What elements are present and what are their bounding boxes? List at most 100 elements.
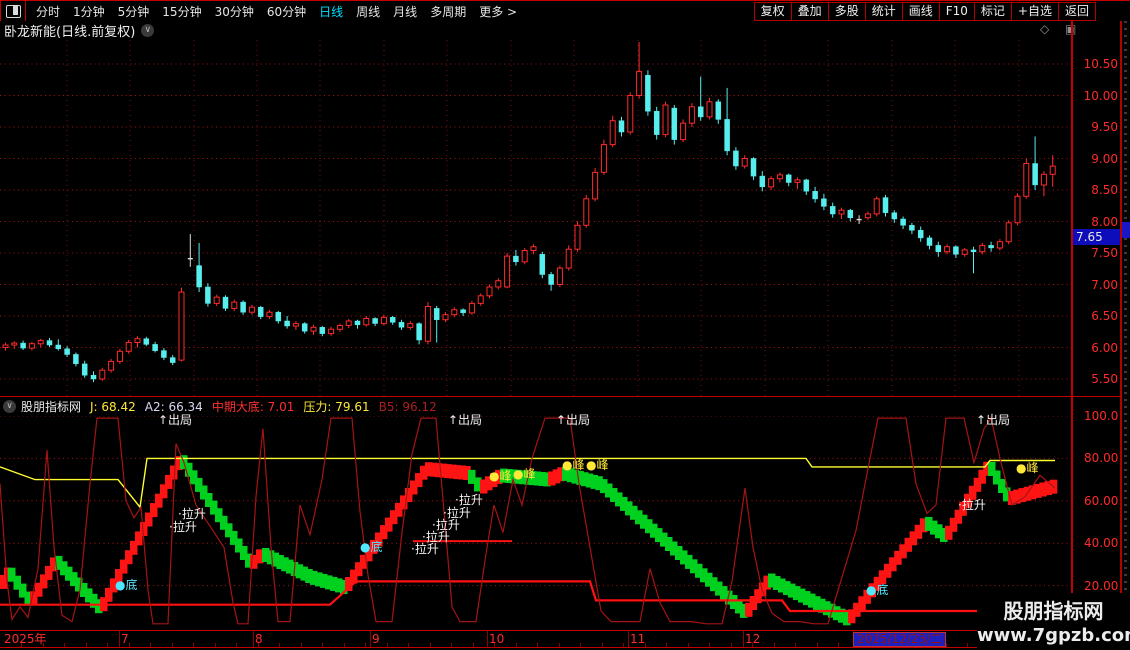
toolbar-button-+自选[interactable]: +自选: [1010, 2, 1059, 21]
band-bar: [1018, 488, 1026, 503]
price-axis-label: 10.50: [1083, 57, 1118, 71]
candle-up: [380, 316, 387, 325]
period-tab-1分钟[interactable]: 1分钟: [73, 4, 105, 19]
candle-up: [328, 328, 335, 335]
axis-minor-tick: [731, 643, 732, 647]
band-bar: [320, 573, 328, 588]
period-tab-更多 >[interactable]: 更多 >: [479, 4, 518, 19]
candlestick-chart[interactable]: [0, 40, 1071, 396]
indicator-panel[interactable]: [0, 415, 1071, 630]
indicator-line: [0, 457, 1055, 509]
date-axis-label: 8: [255, 632, 263, 646]
toolbar-button-标记[interactable]: 标记: [973, 2, 1012, 21]
band-bar: [993, 470, 1001, 485]
candle-up: [336, 325, 343, 330]
band-bar: [988, 462, 996, 476]
band-bar: [625, 501, 633, 516]
band-bar: [385, 517, 393, 532]
candle-up: [609, 120, 616, 146]
date-axis: 2025年 7 8 9 10 11 12 2025/12/23/二: [0, 630, 1121, 648]
toolbar-button-统计[interactable]: 统计: [864, 2, 903, 21]
band-bar: [935, 524, 943, 539]
candle-up: [776, 174, 783, 180]
axis-minor-tick: [21, 643, 22, 647]
band-bar: [630, 505, 638, 520]
band-bar: [528, 471, 537, 486]
axis-minor-tick: [279, 643, 280, 647]
toolbar-button-多股[interactable]: 多股: [827, 2, 866, 21]
axis-minor-tick: [838, 643, 839, 647]
band-bar: [730, 595, 738, 609]
indicator-axis-label: 100.0: [1084, 409, 1119, 423]
band-bar: [165, 474, 173, 489]
band-bar: [85, 588, 93, 603]
axis-minor-tick: [150, 643, 151, 647]
band-bar: [838, 608, 846, 623]
date-axis-label: 2025年: [4, 632, 47, 646]
toolbar-button-画线[interactable]: 画线: [901, 2, 940, 21]
toolbar-button-F10[interactable]: F10: [938, 2, 975, 21]
band-bar: [978, 469, 986, 484]
axis-minor-tick: [322, 643, 323, 647]
period-tab-日线[interactable]: 日线: [319, 4, 344, 19]
chevron-down-icon[interactable]: ∨: [141, 24, 155, 37]
candle-up: [662, 104, 669, 136]
band-bar: [571, 469, 579, 484]
period-tab-30分钟[interactable]: 30分钟: [214, 4, 254, 19]
toolbar-button-返回[interactable]: 返回: [1057, 2, 1096, 21]
indicator-axis-label: 40.00: [1084, 536, 1119, 551]
band-bar: [420, 465, 428, 480]
candle-up: [495, 280, 502, 288]
band-bar: [230, 530, 238, 545]
band-bar: [813, 596, 821, 611]
axis-tick: [487, 631, 488, 647]
layout-toggle-button[interactable]: [0, 1, 26, 21]
candle-up: [1049, 165, 1056, 175]
band-bar: [262, 548, 270, 562]
axis-minor-tick: [451, 643, 452, 647]
chart-corner-icons[interactable]: ◇ ▣: [1040, 22, 1083, 36]
watermark: 股朋指标网 www.7gpzb.com: [977, 593, 1130, 650]
band-bar: [130, 540, 138, 555]
axis-minor-tick: [559, 643, 560, 647]
candle-up: [37, 340, 44, 345]
period-tab-15分钟[interactable]: 15分钟: [162, 4, 202, 19]
period-tab-60分钟[interactable]: 60分钟: [266, 4, 307, 19]
indicator-axis-label: 20.00: [1084, 578, 1119, 593]
candle-down: [653, 111, 660, 135]
axis-tick: [743, 631, 744, 647]
period-tab-周线[interactable]: 周线: [356, 4, 381, 19]
period-tab-多周期[interactable]: 多周期: [430, 4, 467, 19]
band-bar: [140, 522, 148, 536]
axis-minor-tick: [193, 643, 194, 647]
band-bar: [566, 468, 575, 483]
candle-up: [231, 301, 238, 309]
band-bar: [95, 599, 103, 614]
toolbar-button-叠加[interactable]: 叠加: [790, 2, 829, 21]
candle-down: [240, 301, 246, 313]
period-tab-分时[interactable]: 分时: [36, 4, 61, 19]
band-bar: [220, 515, 228, 530]
candle-down: [81, 363, 88, 376]
band-bar: [235, 538, 243, 553]
candle-down: [169, 357, 176, 363]
band-bar: [310, 570, 318, 585]
period-tab-月线[interactable]: 月线: [393, 4, 418, 19]
toolbar-button-复权[interactable]: 复权: [753, 2, 792, 21]
candle-down: [257, 306, 264, 317]
candle-up: [108, 360, 115, 371]
band-bar: [495, 469, 503, 484]
band-bar: [650, 523, 658, 538]
band-bar: [350, 569, 358, 584]
axis-minor-tick: [129, 643, 130, 647]
candle-up: [2, 344, 9, 348]
candle-down: [803, 179, 810, 192]
band-bar: [620, 496, 628, 511]
band-bar: [509, 469, 518, 484]
axis-minor-tick: [494, 643, 495, 647]
band-bar: [670, 541, 678, 556]
indicator-collapse-icon[interactable]: ∨: [3, 400, 16, 413]
candle-up: [961, 249, 968, 255]
period-tab-5分钟[interactable]: 5分钟: [117, 4, 150, 19]
band-bar: [170, 465, 178, 480]
